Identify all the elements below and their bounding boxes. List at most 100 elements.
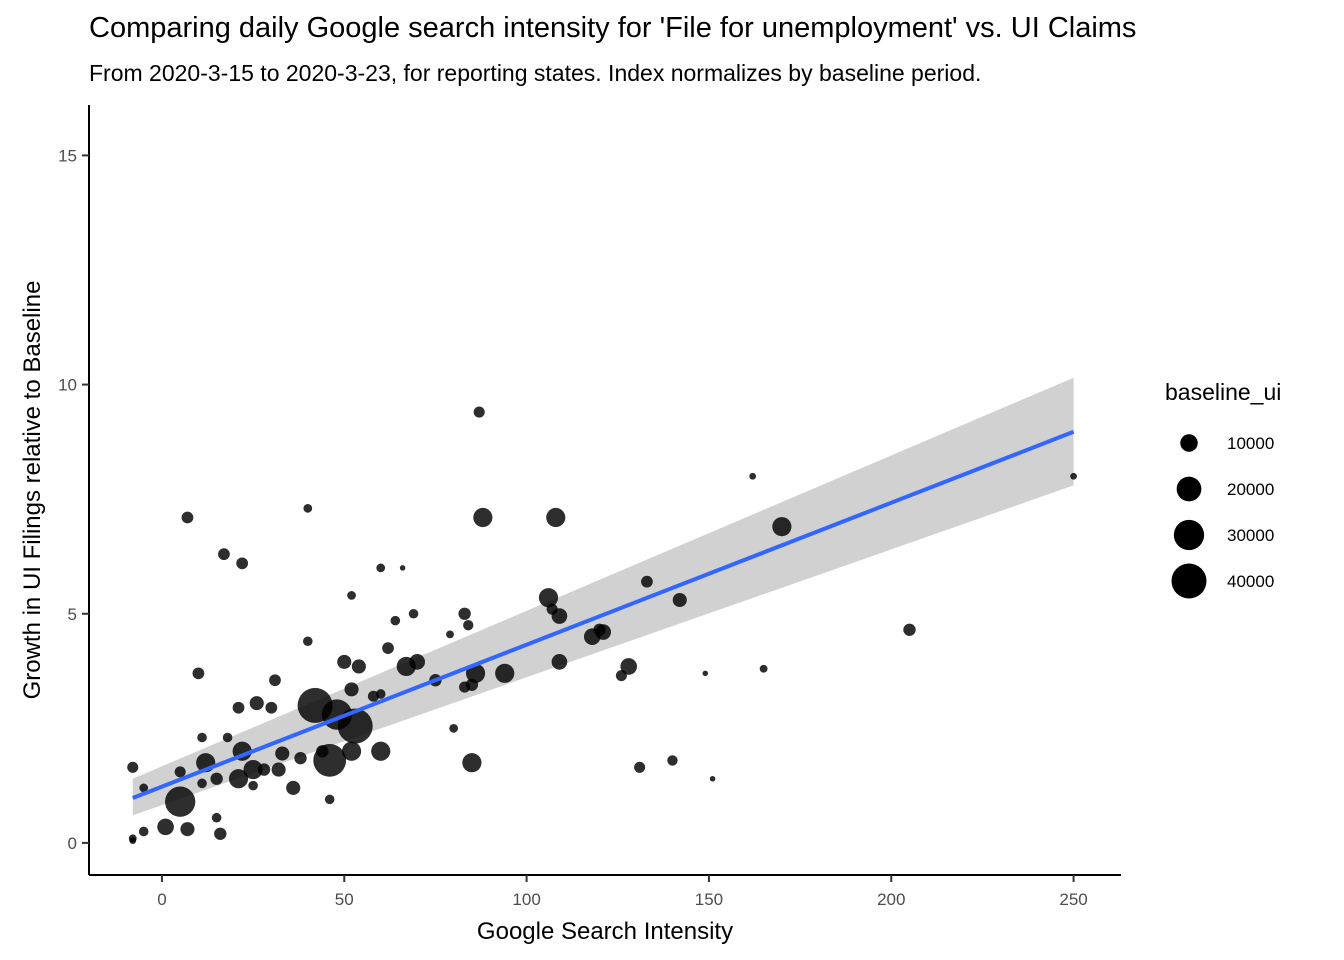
data-point [222, 732, 233, 743]
data-point [294, 751, 307, 765]
data-point [463, 620, 474, 631]
legend-label: 20000 [1227, 480, 1274, 499]
legend-key [1173, 519, 1205, 551]
legend-title: baseline_ui [1165, 379, 1281, 405]
data-point [446, 630, 454, 639]
data-point [462, 753, 482, 773]
y-tick-label: 5 [68, 605, 77, 624]
legend: baseline_ui 10000 20000 30000 40000 [1165, 379, 1281, 599]
data-point [157, 818, 174, 836]
data-point [337, 708, 373, 744]
y-tick-label: 0 [68, 834, 77, 853]
fit-line-layer [132, 429, 1075, 800]
data-point [324, 794, 335, 805]
data-point [248, 780, 258, 791]
data-point [538, 588, 559, 608]
data-point [165, 786, 196, 817]
legend-key [1176, 476, 1202, 502]
data-point [210, 772, 223, 785]
data-point [459, 681, 471, 693]
data-point [702, 670, 709, 677]
x-tick-label: 50 [335, 890, 354, 909]
data-point [303, 636, 313, 647]
data-point [672, 592, 687, 608]
data-point [667, 755, 678, 766]
data-point [243, 759, 263, 780]
data-point [303, 503, 313, 513]
data-point [197, 732, 207, 743]
data-point [341, 741, 362, 761]
data-point [316, 745, 329, 758]
data-point [197, 778, 207, 789]
fit-line [132, 429, 1075, 800]
data-point [449, 723, 459, 733]
data-point [903, 623, 916, 636]
legend-label: 40000 [1227, 572, 1274, 591]
x-tick-label: 250 [1059, 890, 1087, 909]
data-point [337, 654, 352, 669]
legend-key [1171, 563, 1207, 599]
chart-title: Comparing daily Google search intensity … [89, 12, 1137, 44]
data-point [138, 826, 149, 837]
data-point [218, 548, 230, 561]
x-tick-label: 150 [695, 890, 723, 909]
data-point [181, 511, 194, 524]
data-point [265, 701, 278, 714]
data-point [192, 667, 205, 680]
data-point [271, 762, 286, 777]
data-point [127, 761, 139, 773]
data-point [211, 812, 222, 823]
data-point [249, 696, 264, 711]
data-point [615, 670, 627, 682]
data-point [228, 769, 249, 789]
data-point [286, 780, 301, 795]
data-point [390, 615, 401, 626]
data-point [375, 689, 386, 699]
y-tick-label: 10 [58, 376, 77, 395]
data-point [269, 674, 281, 687]
data-point [236, 557, 249, 570]
legend-label: 30000 [1227, 526, 1274, 545]
data-point [759, 664, 768, 673]
data-point [709, 775, 716, 782]
data-point [749, 472, 757, 480]
data-point [180, 822, 195, 837]
data-point [376, 563, 386, 573]
data-point [214, 827, 227, 840]
legend-key [1180, 434, 1198, 452]
confidence-band-layer [132, 377, 1074, 816]
data-point [408, 608, 419, 619]
data-point [351, 659, 366, 674]
data-point [595, 624, 612, 640]
data-point [473, 406, 485, 418]
data-point [551, 654, 568, 670]
data-point [174, 766, 186, 778]
data-point [396, 656, 416, 677]
data-point [129, 837, 137, 845]
confidence-band [132, 377, 1074, 816]
x-tick-label: 0 [157, 890, 166, 909]
data-point [139, 783, 149, 793]
data-point [546, 507, 566, 528]
data-point [347, 591, 356, 600]
x-tick-label: 100 [512, 890, 540, 909]
axes-layer: 0 50 100 150 200 250 0 5 10 15 [58, 105, 1121, 909]
legend-label: 10000 [1227, 434, 1274, 453]
data-point [344, 682, 359, 697]
chart-subtitle: From 2020-3-15 to 2020-3-23, for reporti… [89, 60, 982, 86]
data-point [458, 607, 471, 620]
y-tick-label: 15 [58, 146, 77, 165]
data-point [232, 701, 245, 714]
data-point [382, 642, 394, 654]
data-point [551, 608, 568, 624]
data-point [371, 741, 391, 761]
data-point [275, 746, 290, 761]
data-point [634, 761, 646, 773]
data-point [772, 517, 792, 537]
data-point [399, 565, 406, 571]
points-layer [127, 406, 1077, 845]
x-axis-title: Google Search Intensity [477, 918, 733, 945]
data-point [620, 658, 638, 675]
y-axis-title: Growth in UI Filings relative to Baselin… [19, 281, 46, 700]
